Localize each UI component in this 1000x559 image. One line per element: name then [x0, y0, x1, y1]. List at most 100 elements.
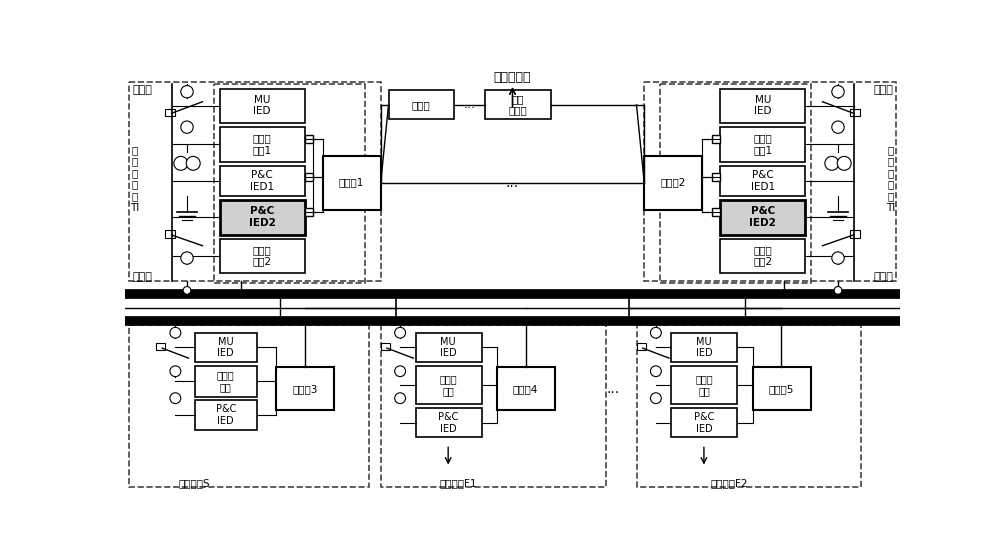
Text: 变
压
器
间
隔
TI: 变 压 器 间 隔 TI [130, 145, 139, 213]
Circle shape [837, 157, 851, 170]
Bar [165, 108, 175, 116]
Bar [156, 343, 165, 350]
Text: MU
IED: MU IED [696, 337, 712, 358]
Bar [850, 108, 860, 116]
Bar [220, 200, 305, 235]
Bar [712, 135, 720, 143]
Bar [497, 367, 555, 410]
Text: ...: ... [464, 98, 476, 111]
Bar [276, 367, 334, 410]
Circle shape [170, 366, 181, 377]
Circle shape [170, 328, 181, 338]
Bar [305, 135, 313, 143]
Text: 高压侧: 高压侧 [132, 85, 152, 95]
Text: 智能操
作箱: 智能操 作箱 [217, 371, 235, 392]
Bar [381, 343, 390, 350]
Text: MU
IED: MU IED [253, 95, 271, 116]
Text: MU
IED: MU IED [754, 95, 772, 116]
Bar [323, 155, 381, 210]
Circle shape [650, 393, 661, 404]
Text: 变
压
器
间
隔
TI: 变 压 器 间 隔 TI [886, 145, 895, 213]
Circle shape [832, 121, 844, 133]
Bar [416, 366, 482, 404]
Bar [485, 90, 551, 120]
Text: P&C
IED2: P&C IED2 [249, 206, 276, 228]
Bar [305, 173, 313, 181]
Circle shape [650, 328, 661, 338]
Text: 母线间隔S: 母线间隔S [179, 478, 211, 488]
Text: P&C
IED1: P&C IED1 [250, 170, 274, 192]
Text: ...: ... [506, 176, 519, 190]
Text: 馈线间隔F2: 馈线间隔F2 [711, 478, 748, 488]
Bar [720, 89, 805, 124]
Text: 智能操
作箱2: 智能操 作箱2 [253, 245, 272, 267]
Text: 智能操
作箱: 智能操 作箱 [439, 375, 457, 396]
Bar [671, 408, 737, 438]
Bar [720, 200, 805, 235]
Circle shape [181, 252, 193, 264]
Text: P&C
IED1: P&C IED1 [751, 170, 775, 192]
Text: 交换机2: 交换机2 [660, 178, 686, 188]
Circle shape [174, 157, 188, 170]
Circle shape [183, 287, 191, 294]
Circle shape [650, 366, 661, 377]
Text: 服务器: 服务器 [412, 100, 430, 110]
Text: 中央
交换机: 中央 交换机 [509, 94, 527, 116]
Text: 交换机3: 交换机3 [292, 384, 317, 394]
Bar [637, 343, 646, 350]
Circle shape [181, 86, 193, 98]
Text: 低压侧: 低压侧 [132, 272, 152, 282]
Circle shape [395, 328, 406, 338]
Text: P&C
IED: P&C IED [216, 404, 236, 426]
Bar [720, 239, 805, 273]
Bar [129, 83, 381, 281]
Bar [637, 325, 861, 487]
Bar [220, 239, 305, 273]
Text: 智能操
作箱2: 智能操 作箱2 [753, 245, 772, 267]
Bar [720, 165, 805, 196]
Bar [195, 400, 257, 430]
Bar [165, 230, 175, 238]
Text: MU
IED: MU IED [440, 337, 456, 358]
Bar [720, 127, 805, 162]
Circle shape [181, 121, 193, 133]
Circle shape [395, 393, 406, 404]
Circle shape [825, 157, 839, 170]
Text: P&C
IED: P&C IED [438, 412, 458, 434]
Bar [850, 230, 860, 238]
Bar [644, 83, 896, 281]
Circle shape [832, 86, 844, 98]
Bar [416, 408, 482, 438]
Bar [644, 155, 702, 210]
Bar [220, 127, 305, 162]
Bar [416, 333, 482, 362]
Text: 高压侧: 高压侧 [873, 85, 893, 95]
Circle shape [832, 252, 844, 264]
Bar [214, 84, 365, 283]
Bar [671, 333, 737, 362]
Circle shape [186, 157, 200, 170]
Bar [195, 366, 257, 397]
Bar [671, 366, 737, 404]
Circle shape [170, 393, 181, 404]
Bar [660, 84, 811, 283]
Bar [712, 208, 720, 216]
Text: 馈线间隔F1: 馈线间隔F1 [440, 478, 477, 488]
Bar [381, 325, 606, 487]
Text: ...: ... [607, 382, 620, 396]
Text: 智能操
作箱: 智能操 作箱 [695, 375, 713, 396]
Circle shape [395, 366, 406, 377]
Bar [220, 89, 305, 124]
Text: 交换机5: 交换机5 [769, 384, 794, 394]
Bar [220, 165, 305, 196]
Circle shape [834, 287, 842, 294]
Bar [305, 208, 313, 216]
Bar [388, 90, 454, 120]
Bar [753, 367, 811, 410]
Text: 低压侧: 低压侧 [873, 272, 893, 282]
Text: 智能操
作箱1: 智能操 作箱1 [253, 133, 272, 155]
Text: P&C
IED2: P&C IED2 [749, 206, 776, 228]
Text: 交换机4: 交换机4 [513, 384, 538, 394]
Bar [712, 173, 720, 181]
Bar [195, 333, 257, 362]
